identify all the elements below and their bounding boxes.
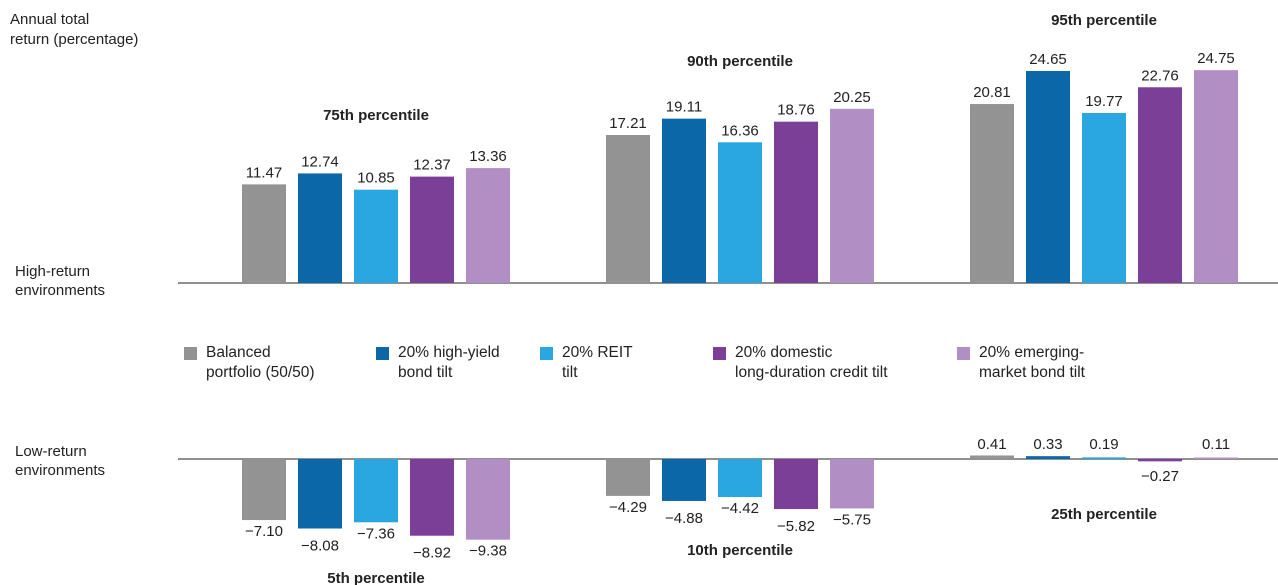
value-label-25th-em-bond: 0.11 [1202,436,1230,453]
value-label-90th-balanced: 17.21 [609,115,647,132]
bar-10th-em-bond [830,459,874,509]
bar-25th-em-bond [1194,457,1238,459]
bar-25th-long-credit [1138,459,1182,462]
value-label-5th-em-bond: −9.38 [469,543,507,560]
value-label-75th-em-bond: 13.36 [469,148,507,165]
value-label-90th-em-bond: 20.25 [833,89,871,106]
value-label-25th-high-yield: 0.33 [1033,436,1062,453]
legend-swatch-high-yield [376,347,389,360]
bar-10th-reit [718,459,762,498]
group-title-10th: 10th percentile [687,542,793,559]
value-label-95th-em-bond: 24.75 [1197,50,1235,67]
value-label-90th-reit: 16.36 [721,122,759,139]
bar-25th-reit [1082,457,1126,459]
high-return-label: High-return environments [15,263,105,299]
group-title-75th: 75th percentile [323,107,429,124]
value-label-5th-reit: −7.36 [357,525,395,542]
bar-5th-balanced [242,459,286,521]
value-label-95th-balanced: 20.81 [973,84,1011,101]
value-label-75th-long-credit: 12.37 [413,157,451,174]
value-label-75th-reit: 10.85 [357,170,395,187]
value-label-95th-reit: 19.77 [1085,93,1123,110]
value-label-5th-high-yield: −8.08 [301,537,339,554]
bar-5th-high-yield [298,459,342,529]
group-title-5th: 5th percentile [327,570,425,585]
value-label-25th-long-credit: −0.27 [1141,468,1179,485]
bar-90th-reit [718,142,762,283]
bar-5th-em-bond [466,459,510,540]
bar-95th-balanced [970,104,1014,283]
bar-75th-balanced [242,184,286,283]
group-title-95th: 95th percentile [1051,12,1157,29]
value-label-25th-reit: 0.19 [1089,436,1118,453]
legend-swatch-balanced [184,347,197,360]
value-label-95th-high-yield: 24.65 [1029,51,1067,68]
value-label-5th-long-credit: −8.92 [413,545,451,562]
legend-swatch-long-credit [713,347,726,360]
value-label-90th-high-yield: 19.11 [666,99,702,116]
bar-90th-long-credit [774,121,818,283]
y-axis-title: Annual total return (percentage) [10,11,138,48]
bar-75th-em-bond [466,168,510,283]
bar-25th-balanced [970,455,1014,459]
legend-label-high-yield: 20% high-yield bond tilt [398,344,500,381]
legend-label-long-credit: 20% domestic long-duration credit tilt [735,344,888,381]
bar-10th-long-credit [774,459,818,510]
value-label-90th-long-credit: 18.76 [777,102,815,119]
value-label-5th-balanced: −7.10 [245,523,283,540]
bar-90th-balanced [606,134,650,283]
legend-label-em-bond: 20% emerging- market bond tilt [979,344,1085,381]
bar-90th-high-yield [662,118,706,284]
group-title-25th: 25th percentile [1051,506,1157,523]
bar-10th-high-yield [662,459,706,501]
value-label-10th-high-yield: −4.88 [665,510,703,527]
bar-90th-em-bond [830,108,874,283]
bar-5th-long-credit [410,459,454,536]
bar-95th-long-credit [1138,87,1182,283]
legend-swatch-em-bond [957,347,970,360]
bar-75th-high-yield [298,173,342,283]
bar-95th-reit [1082,112,1126,283]
value-label-10th-long-credit: −5.82 [777,518,815,535]
value-label-25th-balanced: 0.41 [977,436,1006,453]
value-label-95th-long-credit: 22.76 [1141,67,1179,84]
bar-25th-high-yield [1026,456,1070,459]
bar-75th-reit [354,189,398,283]
value-label-75th-balanced: 11.47 [246,164,282,181]
group-title-90th: 90th percentile [687,53,793,70]
low-return-label: Low-return environments [15,443,105,479]
bar-5th-reit [354,459,398,523]
bar-95th-em-bond [1194,70,1238,284]
legend-swatch-reit [540,347,553,360]
bar-75th-long-credit [410,176,454,283]
value-label-10th-em-bond: −5.75 [833,511,871,528]
legend-label-balanced: Balanced portfolio (50/50) [206,344,315,381]
value-label-10th-balanced: −4.29 [609,499,647,516]
value-label-10th-reit: −4.42 [721,500,759,517]
legend: Balanced portfolio (50/50) 20% high-yiel… [184,343,1184,393]
legend-label-reit: 20% REIT tilt [562,344,633,381]
value-label-75th-high-yield: 12.74 [301,153,339,170]
bar-10th-balanced [606,459,650,496]
bar-95th-high-yield [1026,71,1070,283]
